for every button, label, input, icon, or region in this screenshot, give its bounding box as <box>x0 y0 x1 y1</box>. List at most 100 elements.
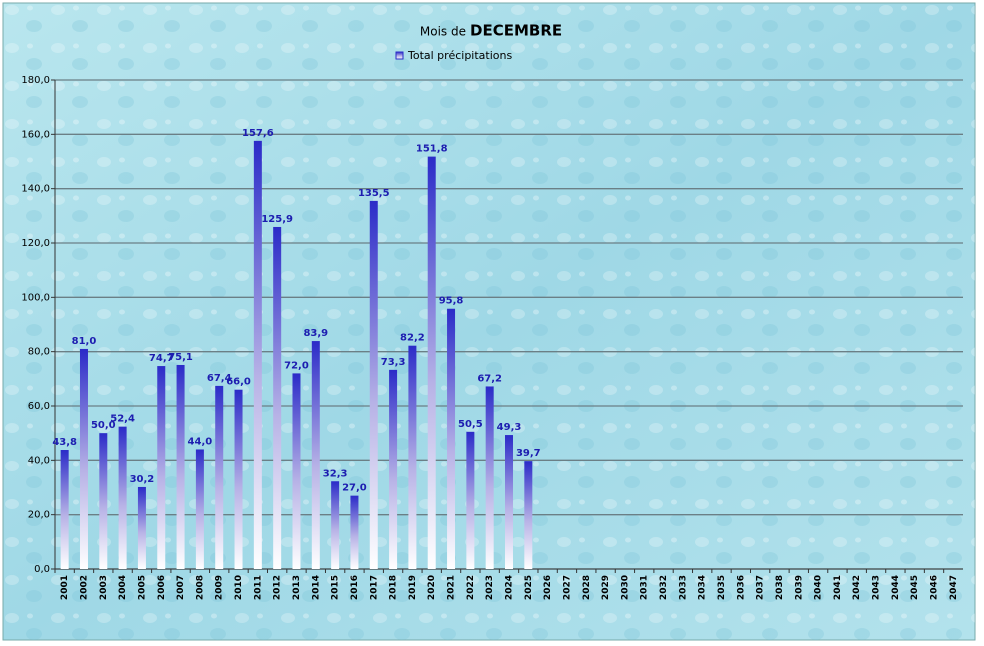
x-tick-label: 2004 <box>118 575 128 600</box>
x-tick-label: 2028 <box>582 575 592 600</box>
x-tick-label: 2006 <box>157 575 167 600</box>
legend-label: Total précipitations <box>407 49 512 62</box>
y-tick-label: 160,0 <box>21 129 50 140</box>
x-tick-label: 2046 <box>930 575 940 600</box>
x-tick-label: 2036 <box>736 575 746 600</box>
bar <box>60 450 69 569</box>
x-tick-label: 2037 <box>756 575 766 600</box>
x-tick-label: 2022 <box>466 575 476 600</box>
value-label: 157,6 <box>242 128 274 139</box>
value-label: 66,0 <box>226 377 251 388</box>
x-tick-label: 2040 <box>814 575 824 600</box>
x-tick-label: 2033 <box>678 575 688 600</box>
bar <box>389 369 398 569</box>
legend-marker <box>395 51 404 60</box>
value-label: 67,4 <box>207 373 232 384</box>
bar <box>292 373 301 569</box>
bar <box>195 449 204 569</box>
value-label: 125,9 <box>261 214 293 225</box>
bar <box>447 308 456 569</box>
x-tick-label: 2016 <box>350 575 360 600</box>
value-label: 95,8 <box>439 296 464 307</box>
bar <box>408 345 417 569</box>
x-tick-label: 2024 <box>505 575 515 600</box>
value-label: 39,7 <box>516 448 541 459</box>
y-tick-label: 60,0 <box>28 401 50 412</box>
bar <box>311 341 320 569</box>
bar <box>79 348 88 569</box>
x-tick-label: 2042 <box>852 575 862 600</box>
x-tick-label: 2034 <box>698 575 708 600</box>
x-tick-label: 2021 <box>447 575 457 600</box>
x-tick-label: 2035 <box>717 575 727 600</box>
value-label: 74,7 <box>149 353 174 364</box>
x-tick-label: 2010 <box>234 575 244 600</box>
value-label: 67,2 <box>477 373 502 384</box>
x-tick-label: 2044 <box>891 575 901 600</box>
bar <box>369 200 378 569</box>
x-tick-label: 2043 <box>872 575 882 600</box>
x-tick-label: 2017 <box>369 575 379 600</box>
y-tick-label: 20,0 <box>28 510 50 521</box>
bar <box>331 481 340 569</box>
bar <box>524 461 533 569</box>
value-label: 43,8 <box>52 437 77 448</box>
y-tick-label: 80,0 <box>28 347 50 358</box>
value-label: 73,3 <box>381 357 406 368</box>
x-tick-label: 2047 <box>949 575 959 600</box>
value-label: 30,2 <box>130 474 155 485</box>
value-label: 52,4 <box>110 414 135 425</box>
value-label: 50,5 <box>458 419 483 430</box>
value-label: 27,0 <box>342 483 367 494</box>
bar <box>253 140 262 569</box>
x-tick-label: 2001 <box>60 575 70 600</box>
bar <box>273 226 282 569</box>
x-tick-label: 2023 <box>485 575 495 600</box>
x-tick-label: 2038 <box>775 575 785 600</box>
bar <box>157 366 166 569</box>
x-tick-label: 2012 <box>273 575 283 600</box>
x-tick-label: 2008 <box>195 575 205 600</box>
value-label: 44,0 <box>188 436 213 447</box>
y-tick-label: 120,0 <box>21 238 50 249</box>
bar <box>505 435 513 569</box>
bar <box>99 433 108 569</box>
x-tick-label: 2019 <box>408 575 418 600</box>
x-tick-label: 2045 <box>910 575 920 600</box>
x-tick-label: 2041 <box>833 575 843 600</box>
value-label: 83,9 <box>303 328 328 339</box>
y-tick-label: 100,0 <box>21 292 50 303</box>
value-label: 32,3 <box>323 468 348 479</box>
x-tick-label: 2013 <box>292 575 302 600</box>
x-tick-label: 2032 <box>659 575 669 600</box>
x-tick-label: 2009 <box>215 575 225 600</box>
x-tick-label: 2003 <box>99 575 109 600</box>
x-tick-label: 2029 <box>601 575 611 600</box>
x-tick-label: 2030 <box>620 575 630 600</box>
x-tick-label: 2002 <box>79 575 89 600</box>
x-tick-label: 2015 <box>331 575 341 600</box>
x-tick-label: 2031 <box>640 575 650 600</box>
y-tick-label: 40,0 <box>28 455 50 466</box>
value-label: 72,0 <box>284 360 309 371</box>
value-label: 151,8 <box>416 144 448 155</box>
bar <box>427 156 436 570</box>
y-tick-label: 140,0 <box>21 184 50 195</box>
bar <box>485 386 494 569</box>
y-tick-label: 0,0 <box>34 564 50 575</box>
x-tick-label: 2014 <box>311 575 321 600</box>
value-label: 50,0 <box>91 420 116 431</box>
x-tick-label: 2027 <box>562 575 572 600</box>
bar <box>350 495 359 569</box>
bar <box>215 385 224 569</box>
x-tick-label: 2005 <box>137 575 147 600</box>
y-tick-label: 180,0 <box>21 75 50 86</box>
x-tick-label: 2018 <box>389 575 399 600</box>
x-tick-label: 2026 <box>543 575 553 600</box>
value-label: 135,5 <box>358 188 390 199</box>
bar <box>176 364 185 569</box>
bar <box>234 389 243 569</box>
bar <box>118 426 127 569</box>
x-tick-label: 2007 <box>176 575 186 600</box>
